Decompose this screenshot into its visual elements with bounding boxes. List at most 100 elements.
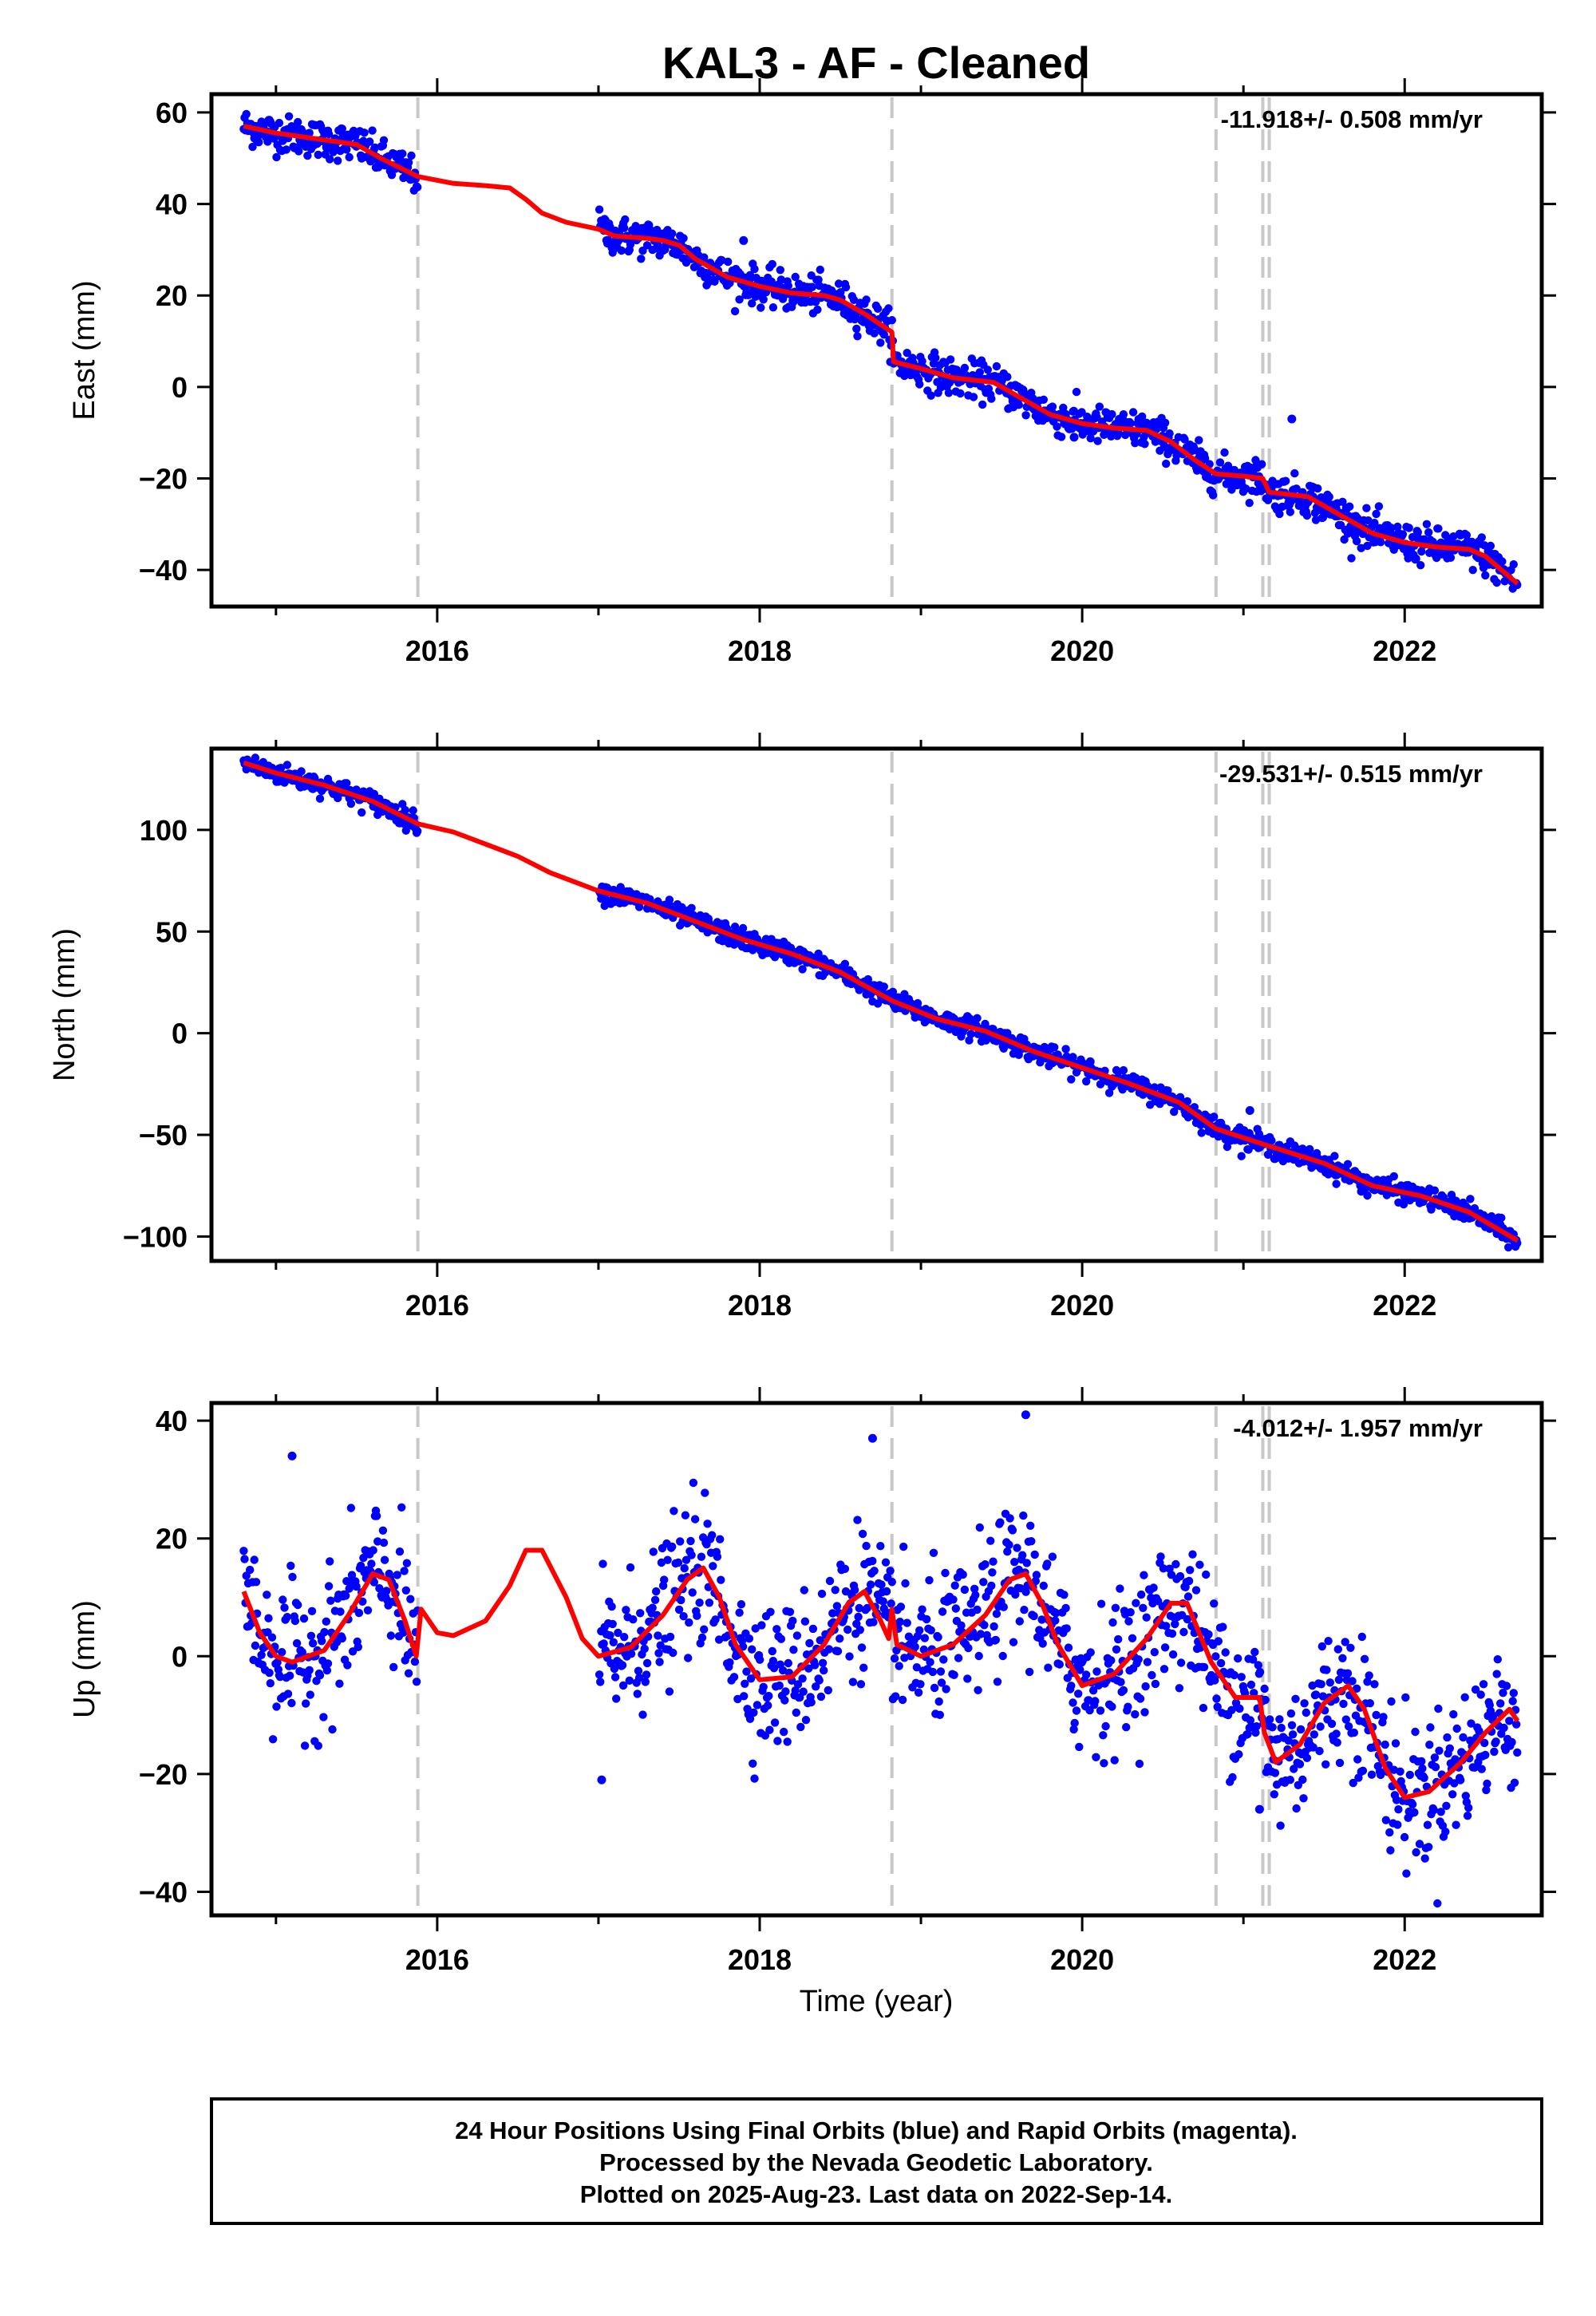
data-point	[1434, 1704, 1443, 1713]
data-point	[1009, 1638, 1018, 1646]
data-point	[730, 306, 740, 316]
data-point	[957, 1621, 966, 1630]
data-point	[1088, 1686, 1098, 1695]
data-point	[981, 1560, 990, 1569]
data-point	[649, 1547, 658, 1556]
data-point	[764, 1701, 772, 1710]
data-point	[679, 234, 688, 243]
data-point	[1399, 1199, 1408, 1209]
data-point	[326, 1557, 334, 1566]
data-point	[1086, 1648, 1095, 1657]
data-point	[1021, 1587, 1030, 1596]
data-point	[1119, 410, 1128, 419]
data-point	[251, 1641, 260, 1650]
data-point	[607, 1602, 616, 1611]
y-tick-label: 40	[156, 188, 188, 221]
data-point	[884, 304, 893, 313]
data-point	[251, 753, 260, 762]
data-point	[629, 1615, 638, 1624]
x-tick-label: 2016	[405, 1943, 469, 1976]
data-point	[1183, 1592, 1193, 1601]
data-point	[700, 253, 709, 262]
data-point	[251, 1578, 261, 1587]
data-point	[919, 1645, 929, 1654]
data-point	[1015, 1617, 1025, 1626]
data-point	[360, 128, 369, 137]
data-point	[1126, 419, 1135, 428]
data-point	[684, 1654, 693, 1662]
data-point	[610, 1664, 619, 1674]
data-point	[626, 1650, 636, 1658]
data-point	[1513, 1748, 1522, 1757]
data-point	[1014, 401, 1023, 409]
data-point	[1162, 459, 1171, 468]
data-point	[283, 1690, 293, 1698]
data-point	[326, 1596, 335, 1605]
data-point	[896, 1603, 906, 1611]
data-point	[745, 1634, 754, 1643]
data-point	[753, 1701, 762, 1709]
data-point	[969, 393, 978, 401]
data-point	[1373, 1176, 1381, 1184]
data-point	[298, 1648, 306, 1657]
data-point	[1261, 1695, 1270, 1705]
data-point	[697, 1552, 706, 1561]
data-point	[1059, 403, 1068, 413]
data-point	[733, 1694, 742, 1704]
data-point	[1311, 516, 1321, 524]
data-point	[1116, 1584, 1124, 1593]
data-point	[1341, 1715, 1351, 1724]
data-point	[1069, 1053, 1077, 1061]
data-point	[807, 1697, 816, 1707]
data-point	[598, 1559, 607, 1568]
data-point	[929, 1548, 938, 1558]
data-point	[1108, 1618, 1117, 1627]
data-point	[1048, 1552, 1057, 1561]
data-point	[387, 171, 397, 180]
data-point	[979, 1578, 988, 1587]
data-point	[655, 1658, 664, 1666]
data-point	[1072, 1706, 1081, 1715]
data-point	[413, 183, 422, 192]
data-point	[853, 332, 862, 341]
data-point	[1471, 1685, 1480, 1694]
data-point	[836, 1634, 844, 1643]
data-point	[801, 1716, 811, 1725]
data-point	[1332, 1180, 1341, 1188]
outlier-point-2	[739, 235, 749, 245]
data-point	[1096, 1706, 1105, 1715]
data-point	[266, 1679, 275, 1688]
data-point	[614, 1628, 622, 1638]
data-point	[901, 1579, 910, 1588]
data-point	[346, 1504, 356, 1512]
data-point	[895, 1662, 903, 1670]
data-point	[343, 1661, 352, 1670]
data-point	[665, 895, 674, 904]
data-point	[1018, 1551, 1027, 1559]
data-point	[1510, 1778, 1519, 1787]
data-point	[1314, 484, 1322, 493]
data-point	[730, 923, 740, 931]
data-point	[620, 1633, 629, 1642]
data-point	[1467, 1719, 1476, 1728]
data-point	[697, 1633, 707, 1642]
data-point	[887, 1599, 895, 1608]
data-point	[833, 1646, 843, 1656]
data-point	[674, 1605, 684, 1614]
data-point	[1043, 1559, 1052, 1568]
data-point	[700, 1625, 709, 1634]
data-point	[379, 136, 389, 144]
x-tick-label: 2018	[728, 634, 792, 667]
data-point	[1468, 566, 1477, 575]
data-point	[633, 1690, 642, 1698]
data-point	[1417, 1757, 1426, 1766]
data-point	[1310, 1730, 1319, 1739]
data-point	[859, 1663, 868, 1672]
data-point	[681, 1511, 690, 1520]
data-point	[1171, 1619, 1179, 1629]
data-point	[1339, 1699, 1348, 1709]
data-point	[1466, 1195, 1475, 1203]
data-point	[1171, 1559, 1180, 1569]
data-point	[881, 1558, 891, 1567]
data-point	[750, 1774, 759, 1783]
